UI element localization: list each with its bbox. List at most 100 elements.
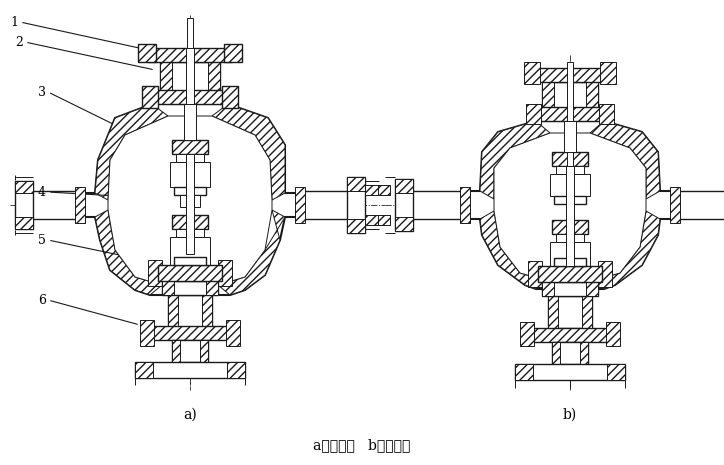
Bar: [202, 295, 212, 327]
Bar: [552, 152, 588, 166]
Bar: [542, 282, 554, 296]
Bar: [222, 86, 238, 108]
Bar: [378, 215, 390, 225]
Bar: [670, 187, 680, 223]
Polygon shape: [212, 104, 285, 200]
Text: a): a): [183, 408, 197, 422]
Bar: [168, 295, 178, 327]
Polygon shape: [592, 211, 660, 289]
Bar: [552, 342, 560, 364]
Bar: [405, 191, 466, 219]
Bar: [140, 320, 154, 346]
Bar: [566, 166, 574, 266]
Bar: [550, 242, 590, 266]
Bar: [200, 340, 208, 362]
Bar: [556, 234, 584, 242]
Bar: [586, 282, 598, 296]
Bar: [378, 185, 390, 195]
Text: a）合流阀   b）分流阀: a）合流阀 b）分流阀: [313, 438, 411, 452]
Bar: [538, 266, 602, 282]
Bar: [172, 340, 208, 362]
Bar: [172, 215, 208, 229]
Bar: [542, 82, 554, 108]
Bar: [365, 185, 379, 195]
Bar: [582, 296, 592, 328]
Bar: [227, 362, 245, 378]
Text: 3: 3: [38, 86, 46, 99]
Bar: [135, 362, 245, 378]
Bar: [395, 179, 413, 193]
Bar: [532, 68, 608, 82]
Bar: [172, 340, 180, 362]
Bar: [187, 18, 193, 48]
Polygon shape: [218, 210, 285, 295]
Bar: [567, 62, 573, 182]
Bar: [224, 44, 242, 62]
Bar: [554, 196, 586, 204]
Bar: [607, 364, 625, 380]
Bar: [347, 177, 365, 233]
Bar: [554, 258, 586, 266]
Polygon shape: [108, 116, 272, 285]
Bar: [515, 364, 533, 380]
Bar: [148, 260, 162, 286]
Bar: [548, 296, 558, 328]
Bar: [295, 187, 305, 223]
Bar: [526, 104, 541, 124]
Text: 6: 6: [38, 293, 46, 306]
Bar: [532, 328, 608, 342]
Bar: [515, 364, 625, 380]
Bar: [170, 162, 210, 187]
Bar: [208, 62, 220, 92]
Bar: [180, 195, 200, 207]
Polygon shape: [466, 121, 674, 289]
Text: 4: 4: [38, 186, 46, 199]
Bar: [172, 140, 208, 154]
Bar: [135, 362, 153, 378]
Bar: [25, 191, 80, 219]
Bar: [15, 181, 33, 193]
Bar: [528, 261, 542, 287]
Bar: [580, 342, 588, 364]
Polygon shape: [590, 121, 660, 199]
Bar: [460, 187, 470, 223]
Bar: [15, 181, 33, 229]
Bar: [142, 86, 158, 108]
Polygon shape: [95, 210, 162, 295]
Bar: [674, 191, 724, 219]
Bar: [548, 296, 592, 328]
Bar: [170, 237, 210, 265]
Bar: [542, 82, 598, 108]
Text: b): b): [563, 408, 577, 422]
Bar: [15, 217, 33, 229]
Bar: [160, 62, 220, 92]
Bar: [395, 179, 413, 231]
Polygon shape: [494, 133, 646, 281]
Bar: [586, 82, 598, 108]
Bar: [552, 342, 588, 364]
Bar: [174, 187, 206, 195]
Bar: [186, 48, 194, 104]
Bar: [598, 261, 612, 287]
Bar: [152, 90, 228, 104]
Text: 2: 2: [15, 35, 23, 48]
Bar: [168, 295, 212, 327]
Bar: [520, 322, 534, 346]
Bar: [206, 281, 218, 295]
Bar: [524, 62, 540, 84]
Bar: [158, 265, 222, 281]
Bar: [550, 174, 590, 196]
Bar: [365, 215, 379, 225]
Polygon shape: [80, 104, 300, 295]
Bar: [542, 282, 598, 296]
Bar: [186, 154, 194, 254]
Text: 5: 5: [38, 233, 46, 246]
Bar: [552, 220, 588, 234]
Bar: [174, 257, 206, 265]
Bar: [176, 229, 204, 237]
Bar: [347, 177, 365, 191]
Bar: [176, 154, 204, 162]
Bar: [564, 121, 576, 152]
Bar: [600, 62, 616, 84]
Polygon shape: [480, 211, 548, 289]
